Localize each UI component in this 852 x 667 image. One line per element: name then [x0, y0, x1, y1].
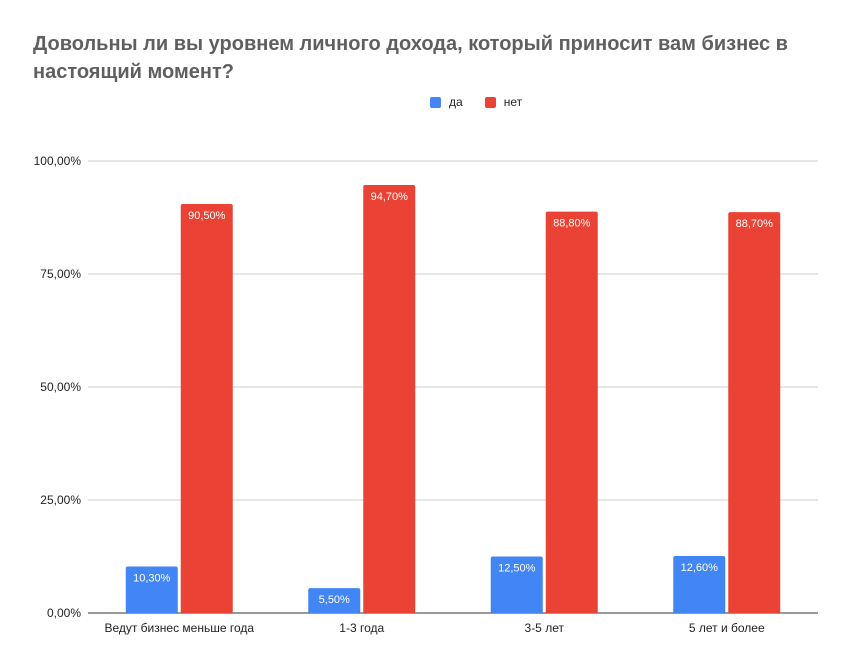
- x-tick-label: 5 лет и более: [689, 621, 765, 635]
- legend-swatch-yes: [430, 96, 441, 108]
- legend-label-yes: да: [449, 95, 463, 109]
- y-tick-label: 100,00%: [34, 154, 82, 168]
- bar-no: [363, 184, 416, 613]
- bar-yes: [673, 556, 726, 613]
- x-tick-label: 1-3 года: [339, 621, 384, 635]
- bar-data-label: 10,30%: [133, 572, 171, 584]
- bar-data-label: 88,80%: [553, 218, 591, 230]
- y-tick-label: 25,00%: [40, 493, 81, 507]
- y-tick-label: 0,00%: [47, 606, 81, 620]
- y-tick-label: 75,00%: [40, 267, 81, 281]
- x-tick-label: 3-5 лет: [525, 621, 565, 635]
- bar-no: [545, 211, 598, 613]
- bar-yes: [125, 566, 178, 613]
- bar-yes: [308, 588, 361, 613]
- chart-legend: да нет: [430, 95, 522, 109]
- legend-item-no: нет: [484, 95, 523, 109]
- bar-data-label: 5,50%: [319, 594, 350, 606]
- bar-no: [180, 203, 233, 613]
- bar-data-label: 90,50%: [188, 210, 226, 222]
- bar-data-label: 88,70%: [736, 218, 774, 230]
- chart-title: Довольны ли вы уровнем личного дохода, к…: [33, 33, 788, 83]
- bar-data-label: 94,70%: [371, 191, 409, 203]
- bar-data-label: 12,60%: [681, 562, 719, 574]
- legend-item-yes: да: [430, 95, 463, 109]
- legend-swatch-no: [484, 96, 496, 108]
- bar-yes: [490, 556, 543, 613]
- legend-label-no: нет: [503, 95, 523, 109]
- bar-data-label: 12,50%: [498, 563, 536, 575]
- y-tick-label: 50,00%: [40, 380, 81, 394]
- bar-no: [728, 212, 781, 614]
- x-tick-label: Ведут бизнес меньше года: [104, 621, 254, 635]
